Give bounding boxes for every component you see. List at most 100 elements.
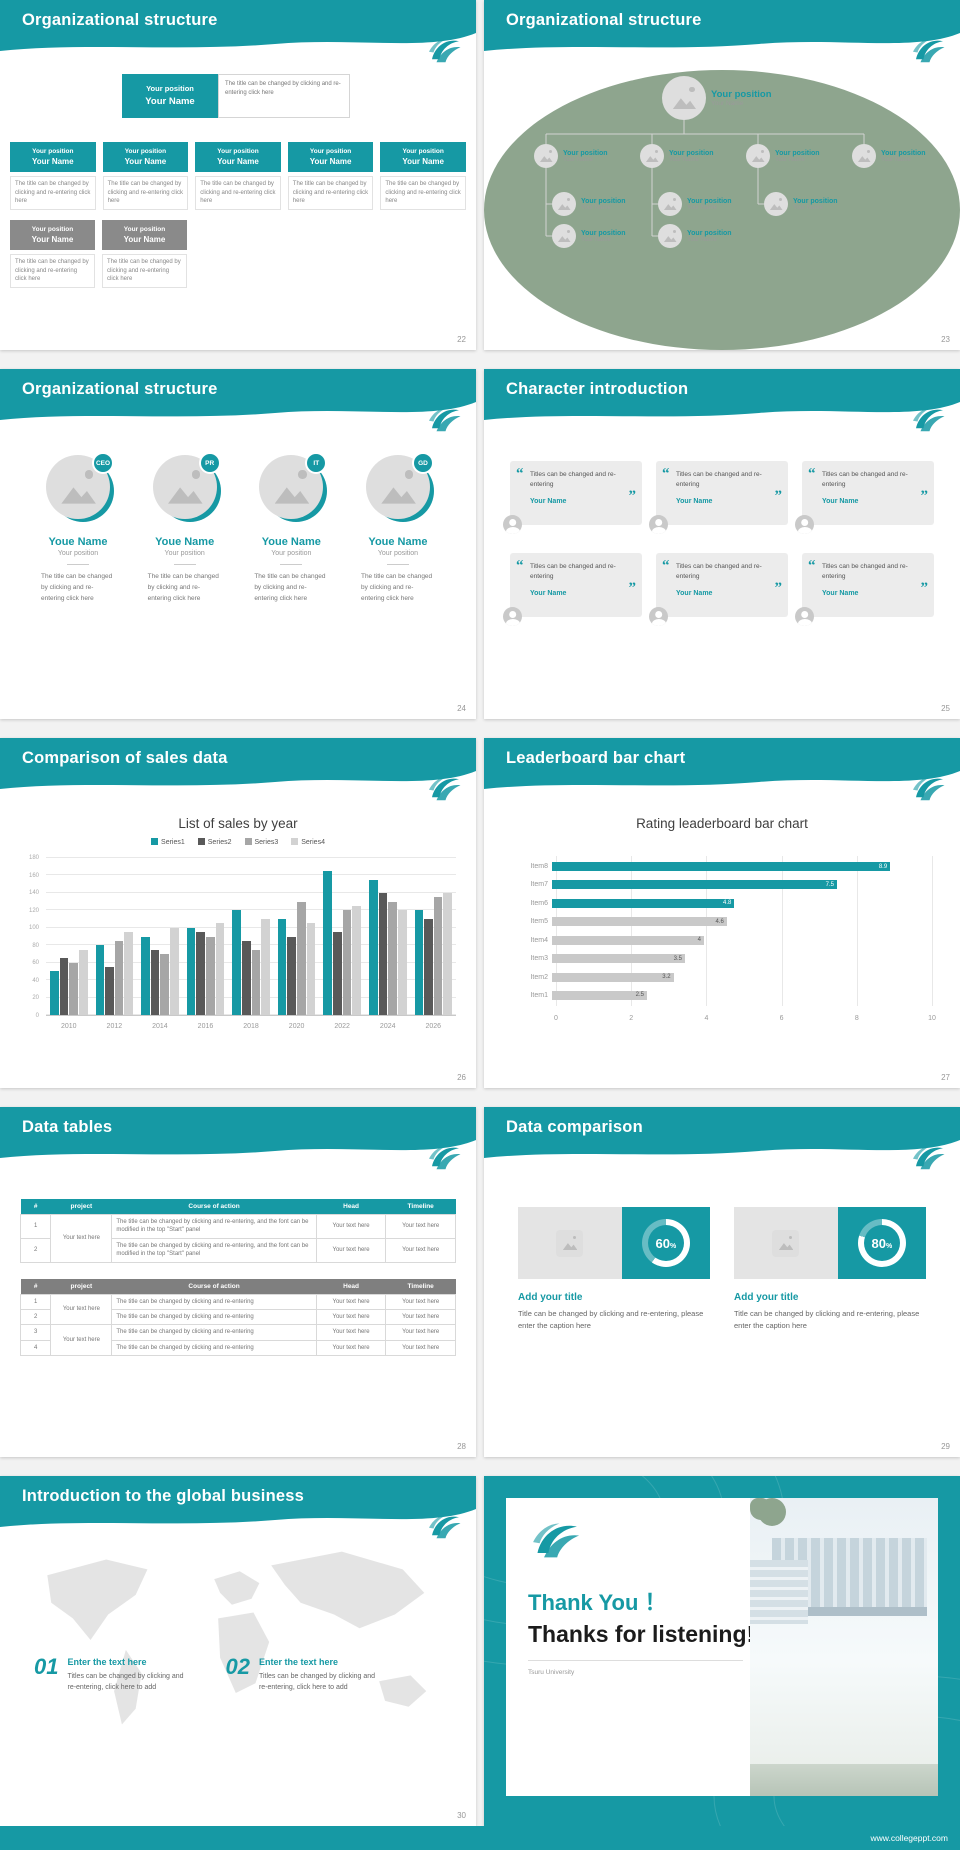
bar — [397, 910, 407, 1015]
slide-data-tables[interactable]: Data tables # project Course of action H… — [0, 1107, 476, 1457]
org-node[interactable]: Your position Your Name — [552, 192, 626, 216]
slide-title: Data tables — [22, 1118, 113, 1136]
x-tick-label: 2014 — [152, 1023, 168, 1030]
slide-thank-you[interactable]: Thank You ！ Thanks for listening! Tsuru … — [484, 1476, 960, 1826]
image-placeholder-icon — [556, 1229, 584, 1257]
y-tick-label: 140 — [28, 890, 39, 897]
node-position: Your position — [669, 149, 714, 157]
org-root-note[interactable]: The title can be changed by clicking and… — [218, 74, 350, 118]
lawn — [750, 1764, 938, 1796]
table-cell: Your text here — [385, 1339, 456, 1357]
org-root-box[interactable]: Your position Your Name — [122, 74, 218, 118]
slide-character-introduction[interactable]: Character introduction “ Titles can be ch… — [484, 369, 960, 719]
slide-global-business[interactable]: Introduction to the global business 01 E… — [0, 1476, 476, 1826]
org-node[interactable]: Your position Your Name The title can be … — [195, 142, 281, 211]
org-root-node[interactable]: Your position Your Name — [662, 76, 772, 120]
org-node[interactable]: Your position Your Name — [534, 144, 608, 168]
org-node[interactable]: Your position Your Name — [658, 224, 732, 248]
quote-text: Titles can be changed and re-entering — [676, 471, 762, 489]
org-node[interactable]: Your position Your Name The title can be … — [10, 220, 95, 289]
bar-row: Item2 3.2 — [514, 972, 932, 983]
chart-legend: Series1 Series2 Series3 Series4 — [0, 838, 476, 846]
slide-sales-comparison[interactable]: Comparison of sales data List of sales b… — [0, 738, 476, 1088]
header-wave — [0, 738, 476, 802]
org-chart-boxes: Your position Your Name The title can be… — [0, 70, 476, 350]
bar-row: Item5 4.6 — [514, 916, 932, 927]
gridline — [781, 856, 783, 1006]
data-table-gray[interactable]: # project Course of action Head Timeline… — [19, 1278, 456, 1357]
bar-row: Item7 7.5 — [514, 879, 932, 890]
data-table-teal[interactable]: # project Course of action Head Timeline… — [19, 1199, 456, 1263]
gridline — [46, 1014, 456, 1015]
grouped-bar-chart: 0 20 40 60 80 100 120 140 160 180 2010 2012 2014 201… — [28, 855, 456, 1030]
org-node[interactable]: Your position Your Name — [746, 144, 820, 168]
bar — [150, 949, 160, 1015]
bar-group — [183, 858, 229, 1015]
slide-data-comparison[interactable]: Data comparison 60% Add your title Title… — [484, 1107, 960, 1457]
y-tick-label: 180 — [28, 855, 39, 861]
bar-track: 4 — [552, 935, 932, 945]
org-node[interactable]: Your position Your Name The title can be … — [102, 142, 189, 211]
org-node[interactable]: Your position Your Name The title can be … — [10, 142, 96, 211]
bar-row: Item6 4.8 — [514, 898, 932, 909]
slide-leaderboard-chart[interactable]: Leaderboard bar chart Rating leaderboard… — [484, 738, 960, 1088]
bar-row: Item4 4 — [514, 935, 932, 946]
member-card[interactable]: PR Youe Name Your position The title can… — [137, 452, 233, 719]
org-node[interactable]: Your position Your Name — [852, 144, 926, 168]
bar-track: 8.9 — [552, 862, 932, 871]
role-badge: IT — [305, 452, 328, 474]
quote-card[interactable]: “ Titles can be changed and re-entering ” Y… — [649, 553, 788, 626]
member-card[interactable]: GD Youe Name Your position The title can… — [350, 452, 446, 719]
x-tick-label: 2 — [629, 1015, 634, 1022]
image-placeholder-icon — [658, 192, 682, 216]
member-position: Your position — [271, 550, 312, 557]
quote-card[interactable]: “ Titles can be changed and re-entering ” Y… — [795, 553, 934, 626]
image-placeholder-icon — [764, 192, 788, 216]
header-wave — [0, 1476, 476, 1540]
comparison-card[interactable]: 60% Add your title Title can be changed … — [518, 1207, 710, 1331]
slide-header: Organizational structure — [484, 0, 960, 64]
org-node[interactable]: Your position Your Name The title can be … — [287, 142, 374, 211]
bar-track: 7.5 — [552, 880, 932, 890]
table-cell: Your text here — [315, 1293, 387, 1310]
slide-org-structure-tree[interactable]: Organizational structure Your position Yo… — [484, 0, 960, 350]
quote-card[interactable]: “ Titles can be changed and re-entering ” Y… — [503, 553, 642, 626]
image-cell — [734, 1207, 838, 1279]
quote-card[interactable]: “ Titles can be changed and re-entering ” Y… — [503, 461, 642, 534]
comparison-card[interactable]: 80% Add your title Title can be changed … — [734, 1207, 926, 1331]
bar: 3.2 — [552, 972, 674, 982]
bar: 4.8 — [552, 898, 735, 908]
org-node[interactable]: Your position Your Name — [552, 224, 626, 248]
numbered-item[interactable]: 01 Enter the text here Titles can be cha… — [34, 1656, 191, 1694]
page-number: 24 — [457, 704, 466, 713]
page-footer: www.collegeppt.com — [0, 1826, 960, 1850]
slide-org-structure-boxes[interactable]: Organizational structure Your position Y… — [0, 0, 476, 350]
table-cell: Your text here — [385, 1308, 456, 1326]
member-card[interactable]: CEO Youe Name Your position The title ca… — [30, 452, 126, 719]
card-heading: Add your title — [734, 1292, 799, 1303]
image-placeholder-icon — [640, 144, 664, 168]
org-node[interactable]: Your position Your Name The title can be … — [380, 142, 466, 211]
slide-org-structure-members[interactable]: Organizational structure CEO Youe Name Y… — [0, 369, 476, 719]
table-header-cell: Head — [316, 1278, 386, 1295]
quote-card[interactable]: “ Titles can be changed and re-entering ” Y… — [795, 461, 934, 534]
org-node[interactable]: Your position Your Name — [658, 192, 732, 216]
slide-title: Leaderboard bar chart — [506, 749, 686, 767]
x-tick-label: 4 — [704, 1015, 709, 1022]
footer-url[interactable]: www.collegeppt.com — [870, 1833, 948, 1843]
numbered-item[interactable]: 02 Enter the text here Titles can be cha… — [225, 1656, 382, 1694]
table-cell: The title can be changed by clicking and… — [111, 1339, 317, 1357]
slide-header: Data tables — [0, 1107, 476, 1171]
quote-author: Your Name — [822, 498, 859, 506]
bar-group — [319, 858, 365, 1015]
bar-group — [46, 858, 92, 1015]
bar — [69, 962, 78, 1015]
member-card[interactable]: IT Youe Name Your position The title can… — [243, 452, 339, 719]
quote-card[interactable]: “ Titles can be changed and re-entering ” Y… — [649, 461, 788, 534]
org-node[interactable]: Your position Your Name — [764, 192, 838, 216]
org-node[interactable]: Your position Your Name The title can be … — [102, 220, 187, 289]
image-placeholder-icon — [746, 144, 770, 168]
legend-item: Series1 — [151, 838, 185, 846]
org-node[interactable]: Your position Your Name — [640, 144, 714, 168]
bar — [424, 919, 433, 1015]
